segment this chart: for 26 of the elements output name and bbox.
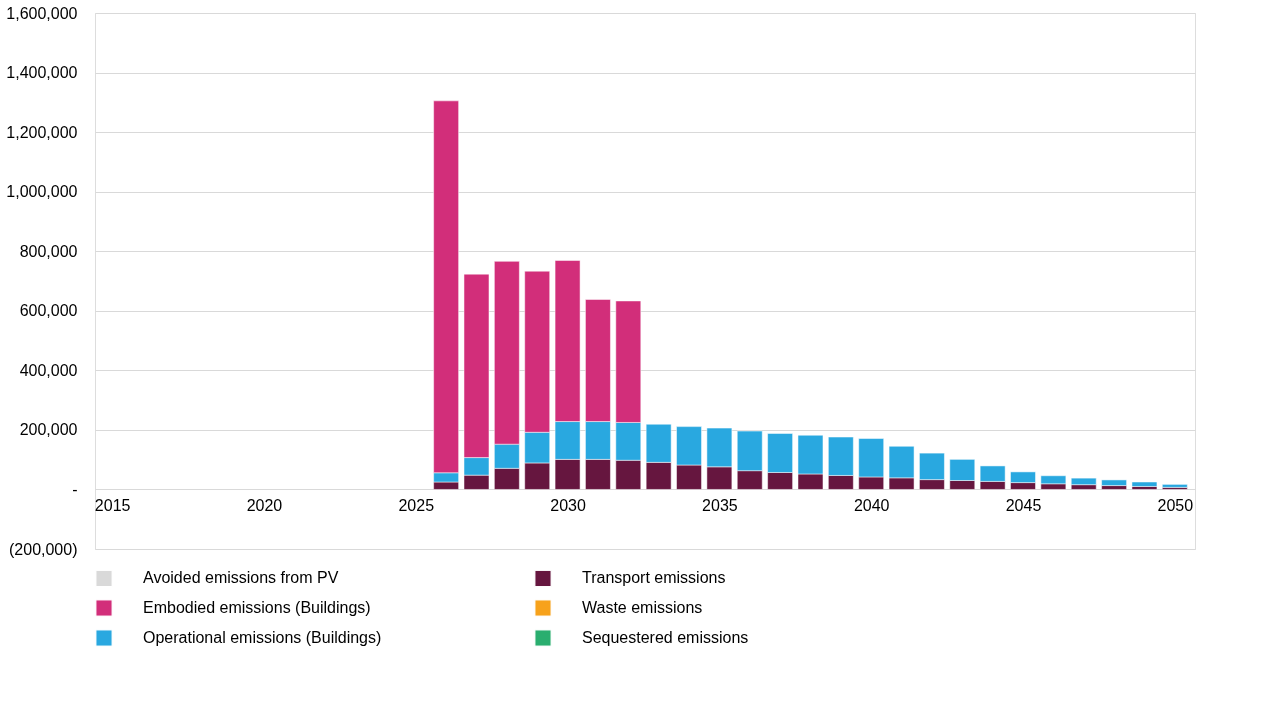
x-tick-label: 2040 <box>853 496 890 514</box>
y-tick-label: 1,400,000 <box>6 64 78 82</box>
x-tick-label: 2035 <box>702 496 738 514</box>
y-tick-label: 1,000,000 <box>6 183 78 201</box>
y-tick-label: 800,000 <box>19 242 78 260</box>
y-tick-label: 600,000 <box>19 302 78 320</box>
x-tick-label: 2045 <box>1005 496 1042 514</box>
bar <box>1101 479 1127 486</box>
bar <box>1131 481 1158 487</box>
y-tick-label: 1,200,000 <box>6 123 78 141</box>
x-tick-label: 2025 <box>398 496 435 514</box>
x-tick-label: 2020 <box>246 496 283 514</box>
legend-label: Waste emissions <box>582 599 703 616</box>
x-tick-label: 2050 <box>1157 496 1194 514</box>
x-tick-label: 2015 <box>94 496 131 514</box>
legend-label: Transport emissions <box>582 569 726 587</box>
legend-label: Operational emissions (Buildings) <box>143 629 382 646</box>
y-tick-label: - <box>72 480 78 498</box>
legend-label: Embodied emissions (Buildings) <box>143 599 371 616</box>
y-tick-label: 1,600,000 <box>6 4 78 22</box>
legend-label: Avoided emissions from PV <box>143 569 339 587</box>
y-tick-label: 400,000 <box>19 361 78 379</box>
legend-label: Sequestered emissions <box>582 629 749 646</box>
y-tick-label: (200,000) <box>9 540 78 558</box>
y-tick-label: 200,000 <box>19 421 78 439</box>
x-tick-label: 2030 <box>550 496 586 514</box>
